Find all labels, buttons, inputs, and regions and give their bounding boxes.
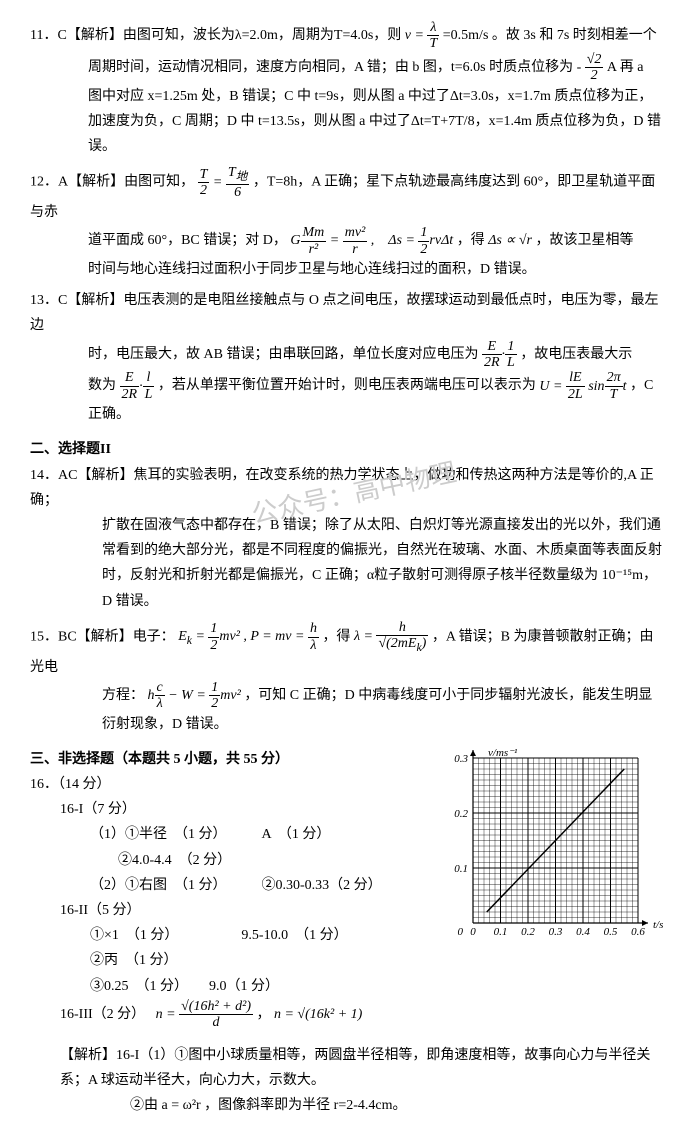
- formula-Ek: Ek = 12mv² , P = mv = hλ: [178, 629, 319, 644]
- svg-text:0.2: 0.2: [521, 926, 535, 938]
- formula-lambda: λ = h√(2mEk): [354, 629, 428, 644]
- q13-l4: 正确。: [30, 402, 663, 427]
- q15-num: 15．: [30, 629, 58, 644]
- q14-tag: AC【解析】: [58, 468, 133, 483]
- q12-l2: 道平面成 60°，BC 错误；对 D， GMmr² = mv²r , Δs = …: [30, 225, 663, 257]
- svg-text:0: 0: [470, 926, 476, 938]
- formula-ds: Δs ∝ √r: [488, 233, 532, 248]
- q11-num: 11．: [30, 28, 57, 43]
- svg-text:t/s: t/s: [653, 919, 663, 931]
- formula-sqrt2-2: √22: [585, 52, 604, 84]
- formula-G: GMmr² = mv²r , Δs = 12rvΔt: [290, 233, 453, 248]
- q16-num: 16．: [30, 777, 58, 792]
- q13-tag: C【解析】: [58, 293, 123, 308]
- formula-T2: T2 = T地6: [198, 175, 250, 190]
- q11-l3: 图中对应 x=1.25m 处，B 错误；C 中 t=9s，则从图 a 中过了Δt…: [30, 84, 663, 160]
- formula-hc: hcλ − W = 12mv²: [148, 688, 241, 703]
- formula-U: U = lE2L sin2πTt: [539, 379, 626, 394]
- svg-text:v/ms⁻¹: v/ms⁻¹: [488, 747, 517, 759]
- formula-n1: n = √(16h² + d²)d: [156, 1007, 253, 1022]
- formula-n2: n = √(16k² + 1): [274, 1007, 362, 1022]
- q15-tag: BC【解析】: [58, 629, 133, 644]
- q16-analysis: 【解析】16-I（1）①图中小球质量相等，两圆盘半径相等，即角速度相等，故事向心…: [30, 1043, 663, 1093]
- chart-container: 0 0.1 0.2 0.3 0.4 0.5 0.6 0.1 0.2 0.3 0 t/s v/ms⁻¹: [443, 743, 663, 952]
- q13-num: 13．: [30, 293, 58, 308]
- formula-E2RL: E2R·lL: [120, 379, 155, 394]
- q13: 13．C【解析】电压表测的是电阻丝接触点与 O 点之间电压，故摆球运动到最低点时…: [30, 288, 663, 427]
- svg-text:0.1: 0.1: [454, 863, 468, 875]
- svg-text:0.3: 0.3: [454, 753, 468, 765]
- q15-l2: 方程： hcλ − W = 12mv² ，可知 C 正确；D 中病毒线度可小于同…: [30, 680, 663, 712]
- q12-tag: A【解析】: [58, 175, 124, 190]
- q12: 12．A【解析】由图可知， T2 = T地6 ，T=8h，A 正确；星下点轨迹最…: [30, 165, 663, 282]
- q11-l2: 周期时间，运动情况相同，速度方向相同，A 错；由 b 图，t=6.0s 时质点位…: [30, 52, 663, 84]
- formula-v: v = λT: [405, 28, 439, 43]
- svg-text:0.2: 0.2: [454, 808, 468, 820]
- q11-l1a: 由图可知，波长为λ=2.0m，周期为T=4.0s，则: [123, 28, 401, 43]
- q15-l3: 衍射现象，D 错误。: [30, 712, 663, 737]
- q12-num: 12．: [30, 175, 58, 190]
- q11-tag: C【解析】: [57, 28, 122, 43]
- q16-II-2: ②丙 （1 分）: [30, 948, 663, 973]
- q14-num: 14．: [30, 468, 58, 483]
- svg-text:0.1: 0.1: [494, 926, 508, 938]
- svg-text:0: 0: [458, 926, 464, 938]
- section2-title: 二、选择题II: [30, 437, 663, 462]
- q11: 11．C【解析】由图可知，波长为λ=2.0m，周期为T=4.0s，则 v = λ…: [30, 20, 663, 159]
- q16-analysis-2: ②由 a = ω²r ，图像斜率即为半径 r=2-4.4cm。: [30, 1093, 663, 1118]
- q16-II-3: ③0.25 （1 分） 9.0（1 分）: [30, 974, 663, 999]
- q15: 15．BC【解析】电子： Ek = 12mv² , P = mv = hλ ，得…: [30, 620, 663, 737]
- q12-l3: 时间与地心连线扫过面积小于同步卫星与地心连线扫过的面积，D 错误。: [30, 257, 663, 282]
- svg-text:0.3: 0.3: [549, 926, 563, 938]
- velocity-chart: 0 0.1 0.2 0.3 0.4 0.5 0.6 0.1 0.2 0.3 0 t/s v/ms⁻¹: [443, 743, 663, 943]
- svg-text:0.6: 0.6: [631, 926, 645, 938]
- svg-text:0.4: 0.4: [576, 926, 590, 938]
- q13-l2: 时，电压最大，故 AB 错误；由串联回路，单位长度对应电压为 E2R·1L ，故…: [30, 339, 663, 371]
- q14: 14．AC【解析】焦耳的实验表明，在改变系统的热力学状态上，做功和传热这两种方法…: [30, 463, 663, 614]
- q13-l3: 数为 E2R·lL ，若从单摆平衡位置开始计时，则电压表两端电压可以表示为 U …: [30, 370, 663, 402]
- svg-text:0.5: 0.5: [604, 926, 618, 938]
- q11-l1b: =0.5m/s 。故 3s 和 7s 时刻相差一个: [443, 28, 657, 43]
- q14-l2: 扩散在固液气态中都存在，B 错误；除了从太阳、白炽灯等光源直接发出的光以外，我们…: [30, 513, 663, 614]
- q16-III: 16-III（2 分） n = √(16h² + d²)d ， n = √(16…: [30, 999, 663, 1031]
- formula-E2R: E2R·1L: [482, 347, 517, 362]
